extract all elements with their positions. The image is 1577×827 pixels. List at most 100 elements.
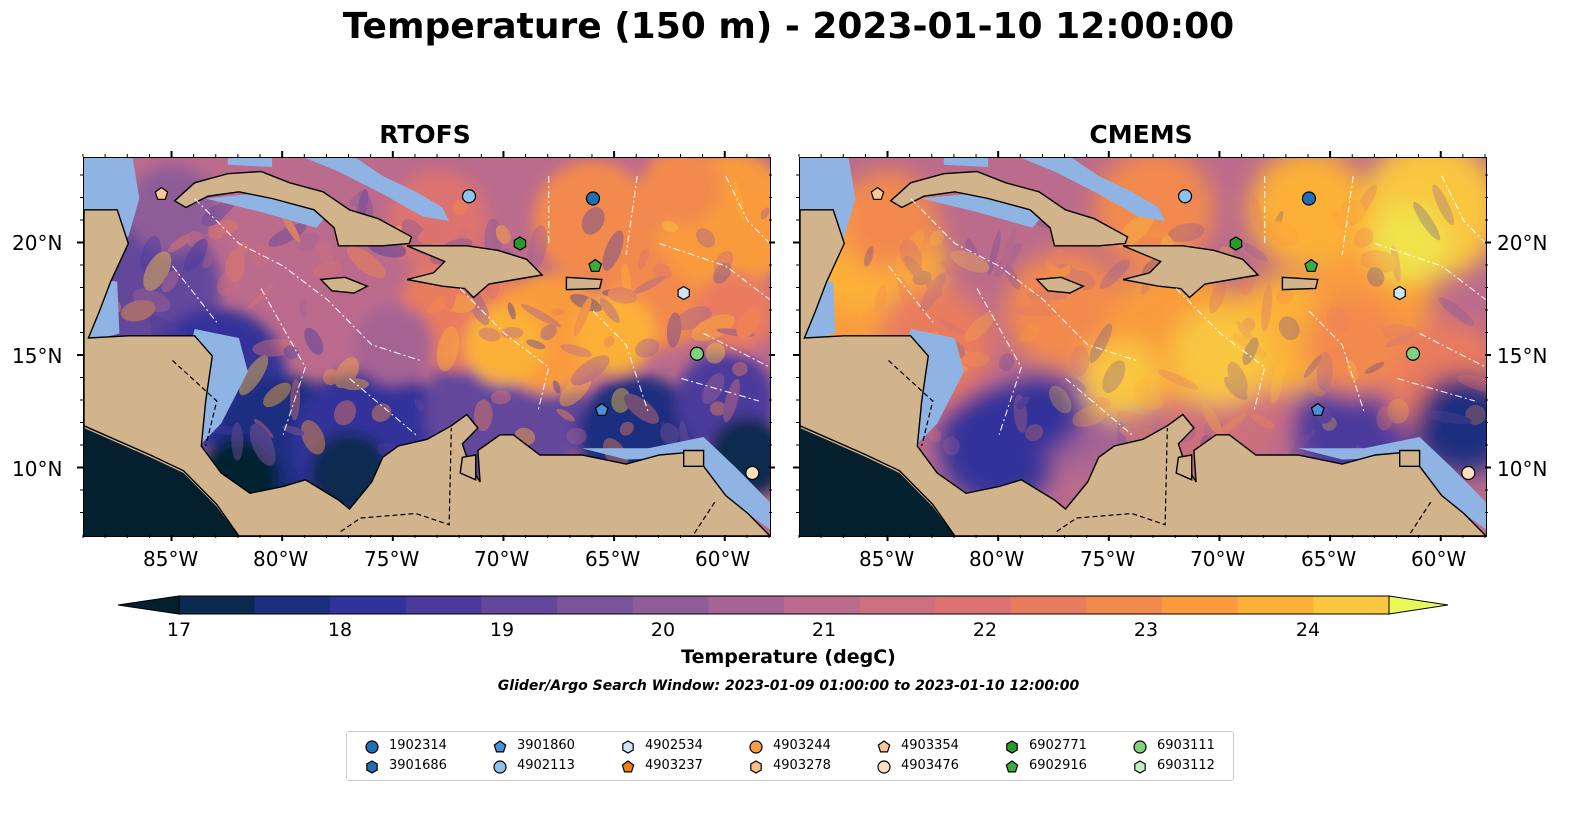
eddy xyxy=(666,312,682,348)
eez-boundary xyxy=(725,175,770,244)
float-marker-1902314 xyxy=(585,191,601,206)
eddy xyxy=(214,219,239,234)
eddy xyxy=(424,219,446,244)
eddy xyxy=(231,422,244,461)
eddy xyxy=(1157,369,1199,390)
temperature-patch xyxy=(1170,306,1271,406)
x-tick-label: 80°W xyxy=(253,547,309,571)
eddy xyxy=(551,308,565,316)
eddy xyxy=(1242,337,1259,365)
eddy xyxy=(1413,201,1441,241)
eddy xyxy=(495,224,511,244)
eddy xyxy=(358,265,382,275)
temperature-patch xyxy=(1005,251,1126,371)
eddy xyxy=(526,339,546,350)
x-tick-label: 60°W xyxy=(1411,547,1467,571)
legend-label: 6903111 xyxy=(1157,738,1215,753)
eddy xyxy=(559,373,592,407)
eddy xyxy=(634,338,660,358)
eddy xyxy=(716,328,756,337)
eddy xyxy=(1019,324,1040,343)
colorbar-segment xyxy=(859,596,936,614)
eddy xyxy=(566,427,587,445)
hexagon-marker-icon xyxy=(1134,760,1146,774)
x-tick-label: 65°W xyxy=(1301,547,1357,571)
legend-label: 4903476 xyxy=(901,758,959,773)
eddy xyxy=(120,299,156,322)
colorbar-tick-label: 17 xyxy=(166,619,192,641)
eez-boundary xyxy=(625,175,638,255)
eddy xyxy=(452,227,468,251)
eez-boundary xyxy=(888,265,934,323)
y-tick-label: 10°N xyxy=(12,457,63,481)
colorbar-tick-label: 20 xyxy=(650,619,676,641)
eddy xyxy=(637,248,649,270)
eddy xyxy=(1347,360,1359,382)
colorbar-tick-label: 24 xyxy=(1295,619,1321,641)
x-tick-label: 80°W xyxy=(969,547,1025,571)
float-marker-4903476 xyxy=(745,465,760,481)
eddy xyxy=(426,292,458,314)
eez-boundary xyxy=(1308,310,1365,413)
eddy xyxy=(570,355,610,386)
eddy xyxy=(247,285,273,310)
eez-boundary xyxy=(172,265,218,323)
eddy xyxy=(414,399,425,412)
land-jamaica xyxy=(1035,276,1085,294)
land-hispaniola xyxy=(1122,245,1260,299)
temperature-patch xyxy=(1248,158,1369,270)
legend-marker xyxy=(749,740,763,754)
legend-label: 4903354 xyxy=(901,738,959,753)
eddy xyxy=(964,312,995,342)
eddy xyxy=(143,251,172,291)
land-puerto-rico xyxy=(1281,276,1319,291)
eddy xyxy=(998,353,1015,372)
temperature-patch xyxy=(641,158,722,228)
eddy xyxy=(1048,247,1093,265)
eddy xyxy=(1026,291,1067,301)
colorbar-segment xyxy=(1237,596,1314,614)
colorbar-segment xyxy=(330,596,407,614)
legend-marker xyxy=(1006,740,1018,754)
eddy xyxy=(528,225,548,270)
colorbar-tick-label: 22 xyxy=(972,619,998,641)
eddy xyxy=(1320,242,1336,263)
eddy xyxy=(167,234,192,253)
land-cuba xyxy=(889,170,1129,247)
legend-marker xyxy=(493,760,507,774)
eddy xyxy=(1376,406,1393,431)
eddy xyxy=(709,401,726,416)
eddy xyxy=(507,302,516,320)
eddy xyxy=(1303,354,1323,378)
pentagon-marker-icon xyxy=(877,740,891,753)
country-border xyxy=(1408,501,1432,536)
circle-marker-icon xyxy=(365,740,379,754)
eddy xyxy=(895,230,925,271)
land-jamaica xyxy=(319,276,369,294)
eddy xyxy=(185,231,204,248)
x-tick-label: 65°W xyxy=(585,547,641,571)
eddy xyxy=(1266,221,1300,247)
eez-boundary xyxy=(1441,175,1486,244)
hexagon-marker-icon xyxy=(750,760,762,774)
x-tick-label: 75°W xyxy=(364,547,420,571)
y-tick-label: 20°N xyxy=(1497,231,1548,255)
eddy xyxy=(282,425,305,436)
eez-boundary xyxy=(260,288,306,435)
shelf-bahamas xyxy=(1021,158,1166,221)
hexagon-marker-icon xyxy=(366,760,378,774)
colorbar-segment xyxy=(1313,596,1390,614)
x-tick-label: 70°W xyxy=(1190,547,1246,571)
eddy xyxy=(521,304,562,328)
country-border xyxy=(172,360,218,447)
eddy xyxy=(183,238,208,272)
colorbar-tick-label: 23 xyxy=(1133,619,1159,641)
eddy xyxy=(864,246,874,267)
country-border xyxy=(340,427,452,532)
eddy xyxy=(1133,230,1180,239)
eddy xyxy=(250,243,270,271)
eddy xyxy=(201,199,235,225)
pacific-ocean xyxy=(800,428,955,536)
eddy xyxy=(1099,259,1130,289)
eddy xyxy=(253,418,274,438)
